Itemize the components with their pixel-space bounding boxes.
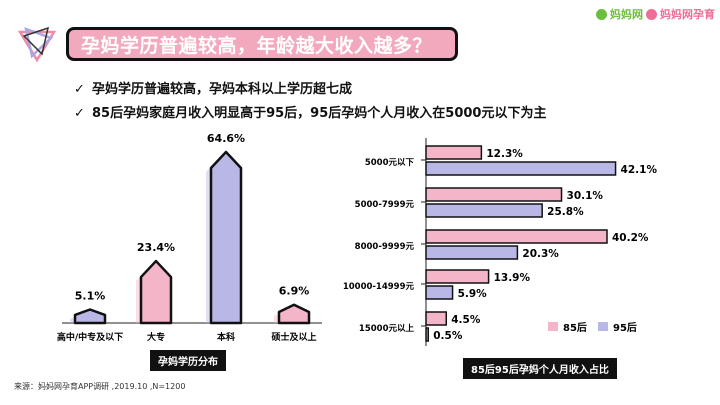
- bar: [425, 285, 454, 300]
- legend-swatch: [598, 322, 608, 331]
- data-label: 30.1%: [567, 190, 604, 202]
- bullet-item: ✓ 孕妈学历普遍较高，孕妈本科以上学历超七成: [74, 78, 352, 97]
- category-label: 大专: [147, 331, 165, 343]
- category-label: 15000元以上: [359, 323, 415, 334]
- data-label: 23.4%: [137, 241, 175, 254]
- category-label: 高中/中专及以下: [57, 331, 123, 343]
- data-label: 64.6%: [207, 132, 245, 145]
- bar: [425, 269, 490, 284]
- data-label: 5.9%: [458, 288, 488, 300]
- legend-label: 95后: [613, 321, 637, 334]
- legend-label: 85后: [563, 321, 587, 334]
- data-label: 4.5%: [451, 314, 481, 326]
- category-label: 8000-9999元: [355, 242, 415, 252]
- category-label: 本科: [217, 331, 235, 343]
- bar: [277, 303, 311, 325]
- bar: [139, 259, 173, 325]
- education-chart-title: 孕妈学历分布: [150, 350, 226, 371]
- data-label: 0.5%: [433, 330, 463, 342]
- bar-shadow: [274, 308, 304, 323]
- data-label: 5.1%: [75, 290, 106, 303]
- data-label: 42.1%: [621, 164, 658, 176]
- bar: [209, 150, 243, 325]
- bar: [425, 229, 608, 244]
- bar: [425, 311, 448, 326]
- source-note: 来源：妈妈网孕育APP调研 ,2019.10 ,N=1200: [14, 382, 186, 391]
- data-label: 12.3%: [486, 148, 523, 160]
- bar: [425, 203, 543, 218]
- brand-heart-icon: [646, 8, 657, 20]
- bullet-text: 孕妈学历普遍较高，孕妈本科以上学历超七成: [92, 82, 353, 97]
- data-label: 40.2%: [612, 232, 649, 244]
- income-chart-title: 85后95后孕妈个人月收入占比: [463, 358, 617, 379]
- bar: [73, 308, 107, 325]
- brand-logo-yunyu: 妈妈网孕育: [646, 6, 715, 22]
- category-label: 10000-14999元: [343, 282, 415, 292]
- brand-name: 妈妈网: [610, 8, 643, 21]
- page-title: 孕妈学历普遍较高，年龄越大收入越多？: [81, 34, 433, 57]
- legend-swatch: [548, 322, 558, 331]
- data-label: 20.3%: [522, 248, 559, 260]
- bar: [425, 187, 563, 202]
- bar-shadow: [206, 156, 236, 323]
- brand-leaf-icon: [596, 8, 607, 20]
- brand-name: 妈妈网孕育: [660, 8, 715, 21]
- triangle-logo-icon: [18, 26, 56, 62]
- data-label: 25.8%: [547, 206, 584, 218]
- checkmark-icon: ✓: [74, 106, 85, 121]
- bullet-text: 85后孕妈家庭月收入明显高于95后，95后孕妈个人月收入在5000元以下为主: [92, 106, 547, 121]
- page-title-box: 孕妈学历普遍较高，年龄越大收入越多？: [66, 27, 458, 61]
- bar-shadow: [70, 313, 100, 323]
- bullet-item: ✓ 85后孕妈家庭月收入明显高于95后，95后孕妈个人月收入在5000元以下为主: [74, 102, 546, 121]
- checkmark-icon: ✓: [74, 82, 85, 97]
- bar: [425, 327, 430, 342]
- bar: [425, 145, 483, 160]
- data-label: 6.9%: [279, 285, 310, 298]
- data-label: 13.9%: [494, 272, 531, 284]
- category-label: 5000元以下: [365, 158, 415, 168]
- brand-logo-mamawang: 妈妈网: [596, 6, 643, 22]
- bar-shadow: [136, 265, 166, 323]
- category-label: 5000-7999元: [355, 200, 415, 210]
- bar: [425, 245, 519, 260]
- category-label: 硕士及以上: [271, 331, 316, 343]
- bar: [425, 161, 617, 176]
